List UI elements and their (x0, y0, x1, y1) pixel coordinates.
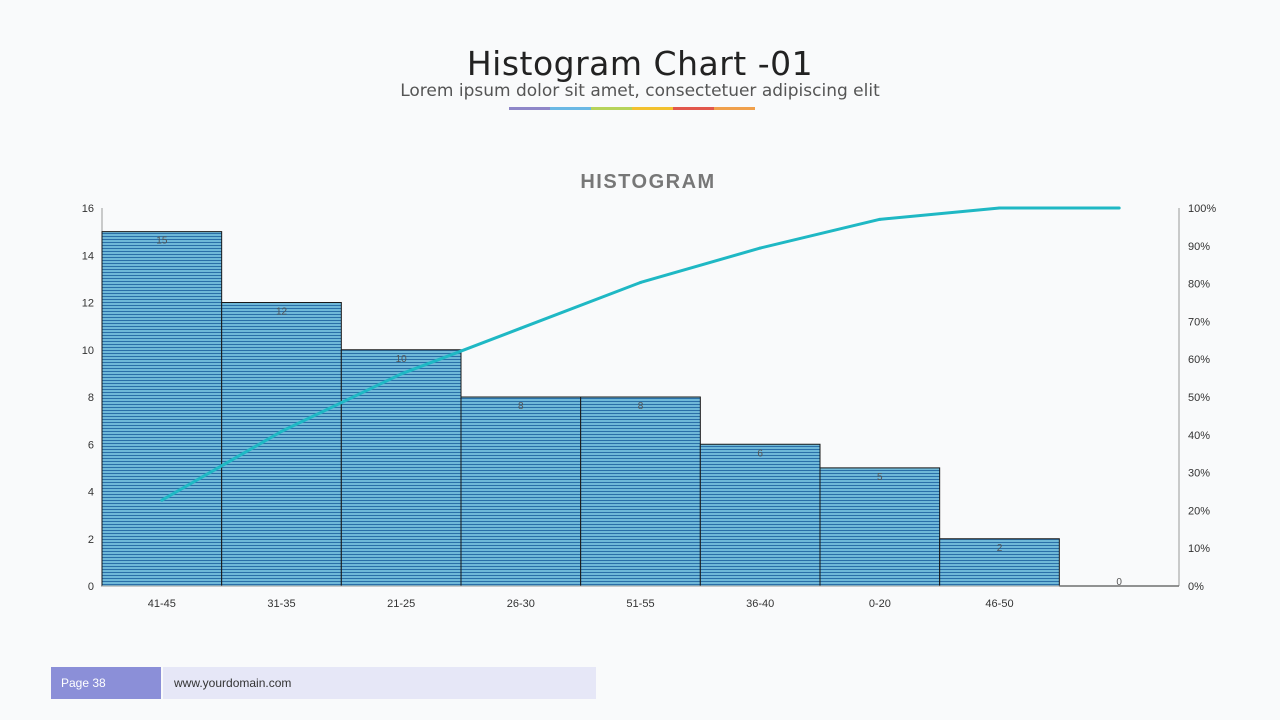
x-tick-label: 41-45 (148, 598, 176, 610)
cumulative-point (758, 246, 762, 250)
cumulative-point (878, 217, 882, 221)
y2-tick-label: 10% (1188, 543, 1210, 555)
y-tick-label: 16 (82, 203, 94, 215)
y-tick-label: 8 (88, 392, 94, 404)
histogram-bar (340, 349, 462, 587)
data-label: 12 (276, 307, 288, 318)
y2-tick-label: 100% (1188, 203, 1216, 215)
histogram-bar (221, 302, 342, 587)
y2-tick-label: 40% (1188, 430, 1210, 442)
y-tick-label: 0 (88, 581, 94, 593)
cumulative-point (399, 372, 403, 376)
cumulative-point (280, 429, 283, 433)
data-label: 8 (518, 401, 524, 412)
y-tick-label: 4 (88, 487, 94, 499)
x-tick-label: 51-55 (626, 598, 654, 610)
histogram-bar (101, 231, 223, 587)
y2-tick-label: 60% (1188, 354, 1210, 366)
data-label: 10 (396, 354, 408, 365)
histogram-chart: HISTOGRAM 1541-451231-351021-25826-30851… (82, 171, 1217, 610)
histogram-bar (580, 396, 701, 587)
slide-subtitle: Lorem ipsum dolor sit amet, consectetuer… (400, 81, 880, 101)
data-label: 8 (638, 401, 644, 412)
x-tick-label: 31-35 (267, 598, 295, 610)
y2-tick-label: 0% (1188, 581, 1204, 593)
cumulative-point (639, 280, 642, 284)
cumulative-point (519, 326, 523, 330)
y2-tick-label: 80% (1188, 279, 1210, 291)
x-tick-label: 26-30 (507, 598, 535, 610)
stripe-segment (591, 107, 632, 110)
chart-title: HISTOGRAM (580, 171, 715, 193)
data-label: 2 (997, 543, 1003, 554)
y2-tick-label: 50% (1188, 392, 1210, 404)
page-number: Page 38 (51, 667, 161, 699)
cumulative-point (998, 206, 1001, 210)
cumulative-point (160, 498, 164, 502)
x-tick-label: 46-50 (985, 598, 1013, 610)
histogram-bar (819, 467, 941, 587)
slide-title: Histogram Chart -01 (466, 44, 814, 83)
stripe-segment (673, 107, 714, 110)
color-stripe (509, 107, 755, 110)
y-tick-label: 14 (82, 250, 94, 262)
y-tick-label: 10 (82, 345, 94, 357)
histogram-bar (460, 396, 582, 587)
y2-tick-label: 90% (1188, 241, 1210, 253)
y-tick-label: 2 (88, 534, 94, 546)
stripe-segment (632, 107, 673, 110)
histogram-bar (699, 443, 821, 587)
stripe-segment (550, 107, 591, 110)
y2-tick-label: 70% (1188, 316, 1210, 328)
x-tick-label: 0-20 (869, 598, 891, 610)
stripe-segment (714, 107, 755, 110)
data-label: 6 (757, 448, 763, 459)
data-label: 0 (1116, 577, 1122, 588)
y2-tick-label: 20% (1188, 505, 1210, 517)
footer-url: www.yourdomain.com (163, 667, 596, 699)
stripe-segment (509, 107, 550, 110)
y2-tick-label: 30% (1188, 468, 1210, 480)
x-tick-label: 36-40 (746, 598, 774, 610)
x-tick-label: 21-25 (387, 598, 415, 610)
data-label: 15 (156, 236, 168, 247)
cumulative-point (1117, 206, 1121, 210)
y-tick-label: 12 (82, 298, 94, 310)
histogram-bar (939, 538, 1060, 587)
data-label: 5 (877, 472, 883, 483)
y-tick-label: 6 (88, 439, 94, 451)
